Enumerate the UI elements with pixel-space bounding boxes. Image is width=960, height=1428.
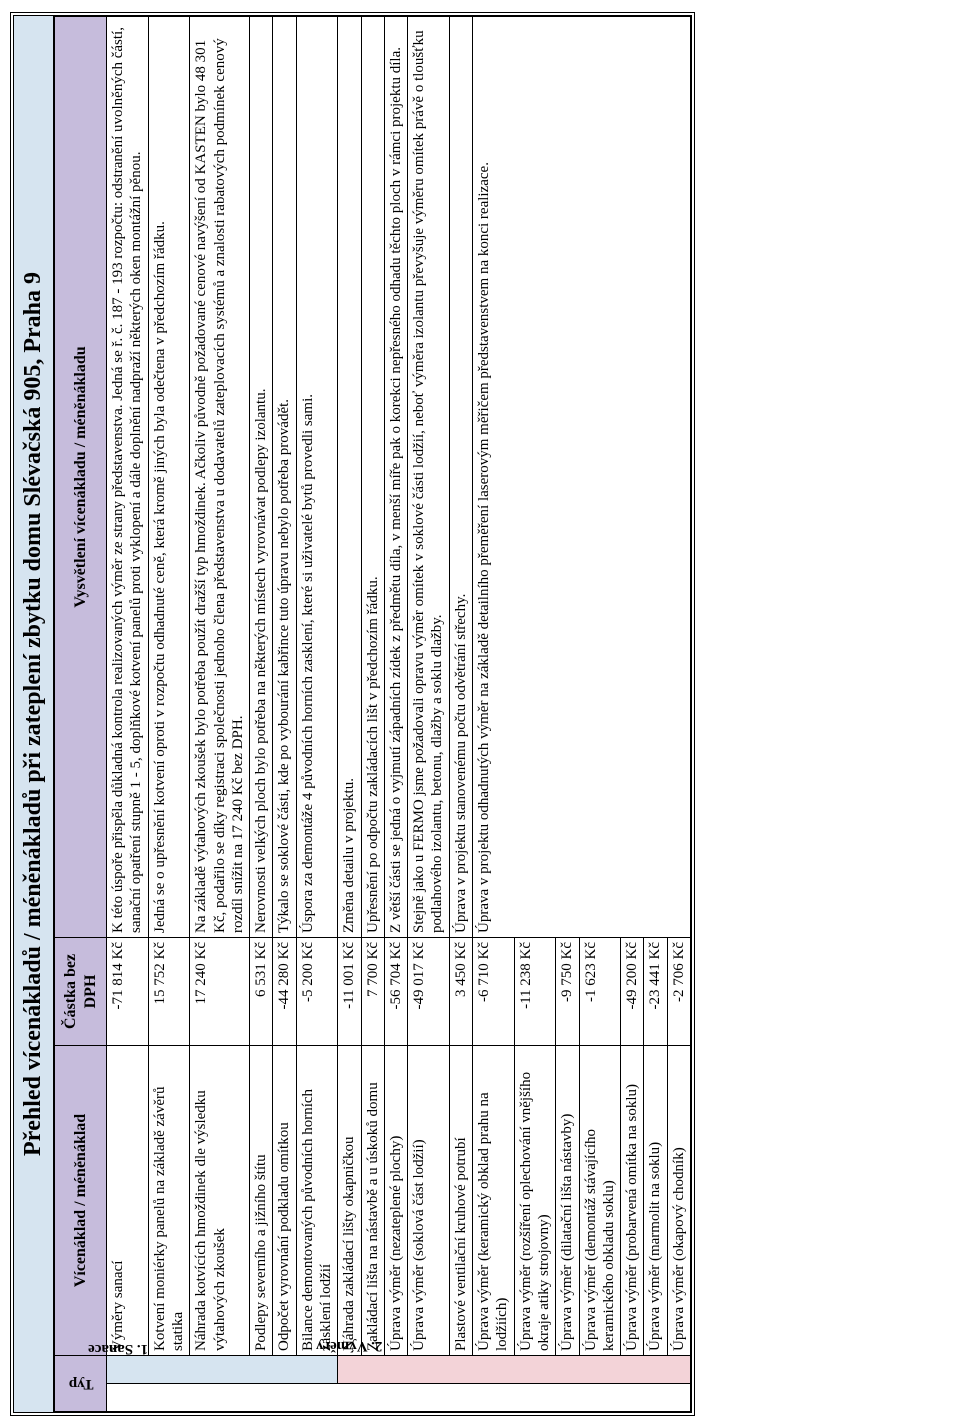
table-row: Zakládací lišta na nástavbě a u úskoků d… [361,17,384,1412]
table-row: Kotvení moniérky panelů na základě závěr… [148,17,190,1412]
table-row: 1. SanaceVýměry sanací-71 814 KčK této ú… [107,17,149,1412]
table-row: Podlepy severního a jižního štítu6 531 K… [250,17,273,1412]
page-title: Přehled vícenákladů / méněnákladů při za… [14,16,54,1412]
amount-cell: -2 706 Kč [667,937,690,1045]
cost-table: Typ Vícenáklad / méněnáklad Částka bez D… [54,16,691,1412]
item-cell: Plastové ventilační kruhové potrubí [449,1045,472,1355]
table-row: Úprava výměr (nezateplené plochy)-56 704… [384,17,407,1412]
item-cell: Zakládací lišta na nástavbě a u úskoků d… [361,1045,384,1355]
col-item: Vícenáklad / méněnáklad [55,1045,107,1355]
table-row: 2. VýměryNáhrada zakládací lišty okapnič… [338,17,361,1412]
item-cell: Úprava výměr (probarvená omítka na soklu… [621,1045,644,1355]
item-cell: Náhrada kotvících hmoždinek dle výsledku… [190,1045,250,1355]
col-explanation: Vysvětlení vícenákladu / méněnákladu [55,17,107,938]
amount-cell: -49 200 Kč [621,937,644,1045]
item-cell: Úprava výměr (nezateplené plochy) [384,1045,407,1355]
table-row: Náhrada kotvících hmoždinek dle výsledku… [190,17,250,1412]
explanation-cell: Úspora za demontáže 4 původních horních … [296,17,338,938]
col-amount: Částka bez DPH [55,937,107,1045]
amount-cell: 3 450 Kč [449,937,472,1045]
amount-cell: -44 280 Kč [273,937,296,1045]
col-typ: Typ [55,1355,107,1411]
section-label: 1. Sanace [107,1355,338,1383]
item-cell: Podlepy severního a jižního štítu [250,1045,273,1355]
typ-cell [107,1384,691,1412]
amount-cell: 15 752 Kč [148,937,190,1045]
amount-cell: 17 240 Kč [190,937,250,1045]
amount-cell: 6 531 Kč [250,937,273,1045]
explanation-cell: Na základě výtahových zkoušek bylo potře… [190,17,250,938]
item-cell: Úprava výměr (soklová část lodžií) [408,1045,450,1355]
item-cell: Úprava výměr (demontáž stávajícího keram… [579,1045,621,1355]
explanation-cell: Stejně jako u FERMO jsme požadovali opra… [408,17,450,938]
item-cell: Úprava výměr (dilatační lišta nástavby) [556,1045,579,1355]
amount-cell: -1 623 Kč [579,937,621,1045]
item-cell: Bilance demontovaných původních horních … [296,1045,338,1355]
item-cell: Úprava výměr (keramický obklad prahu na … [473,1045,515,1355]
explanation-cell: Z větší části se jedná o vyjmutí západní… [384,17,407,938]
table-row: Úprava výměr (soklová část lodžií)-49 01… [408,17,450,1412]
item-cell: Úprava výměr (marmolit na soklu) [644,1045,667,1355]
explanation-cell: K této úspoře přispěla důkladná kontrola… [107,17,149,938]
explanation-cell: Úprava v projektu odhadnutých výměr na z… [473,17,691,938]
explanation-cell: Upřesnění po odpočtu zakládacích lišt v … [361,17,384,938]
item-cell: Úprava výměr (okapový chodník) [667,1045,690,1355]
amount-cell: -71 814 Kč [107,937,149,1045]
explanation-cell: Nerovnosti velkých ploch bylo potřeba na… [250,17,273,938]
explanation-cell: Jedná se o upřesnění kotvení oproti v ro… [148,17,190,938]
amount-cell: -9 750 Kč [556,937,579,1045]
explanation-cell: Týkalo se soklové části, kde po vybourán… [273,17,296,938]
amount-cell: -49 017 Kč [408,937,450,1045]
amount-cell: -11 238 Kč [514,937,556,1045]
amount-cell: -11 001 Kč [338,937,361,1045]
amount-cell: -6 710 Kč [473,937,515,1045]
amount-cell: -56 704 Kč [384,937,407,1045]
table-row: Odpočet vyrovnání podkladu omítkou-44 28… [273,17,296,1412]
item-cell: Náhrada zakládací lišty okapničkou [338,1045,361,1355]
item-cell: Úprava výměr (rozšíření oplechování vněj… [514,1045,556,1355]
explanation-cell: Úprava v projektu stanovenému počtu odvě… [449,17,472,938]
amount-cell: -5 200 Kč [296,937,338,1045]
item-cell: Kotvení moniérky panelů na základě závěr… [148,1045,190,1355]
amount-cell: 7 700 Kč [361,937,384,1045]
table-row: Úprava výměr (keramický obklad prahu na … [473,17,515,1412]
table-row: Plastové ventilační kruhové potrubí3 450… [449,17,472,1412]
explanation-cell: Změna detailu v projektu. [338,17,361,938]
table-row: Bilance demontovaných původních horních … [296,17,338,1412]
section-label: 2. Výměry [338,1355,691,1383]
item-cell: Výměry sanací [107,1045,149,1355]
item-cell: Odpočet vyrovnání podkladu omítkou [273,1045,296,1355]
amount-cell: -23 441 Kč [644,937,667,1045]
